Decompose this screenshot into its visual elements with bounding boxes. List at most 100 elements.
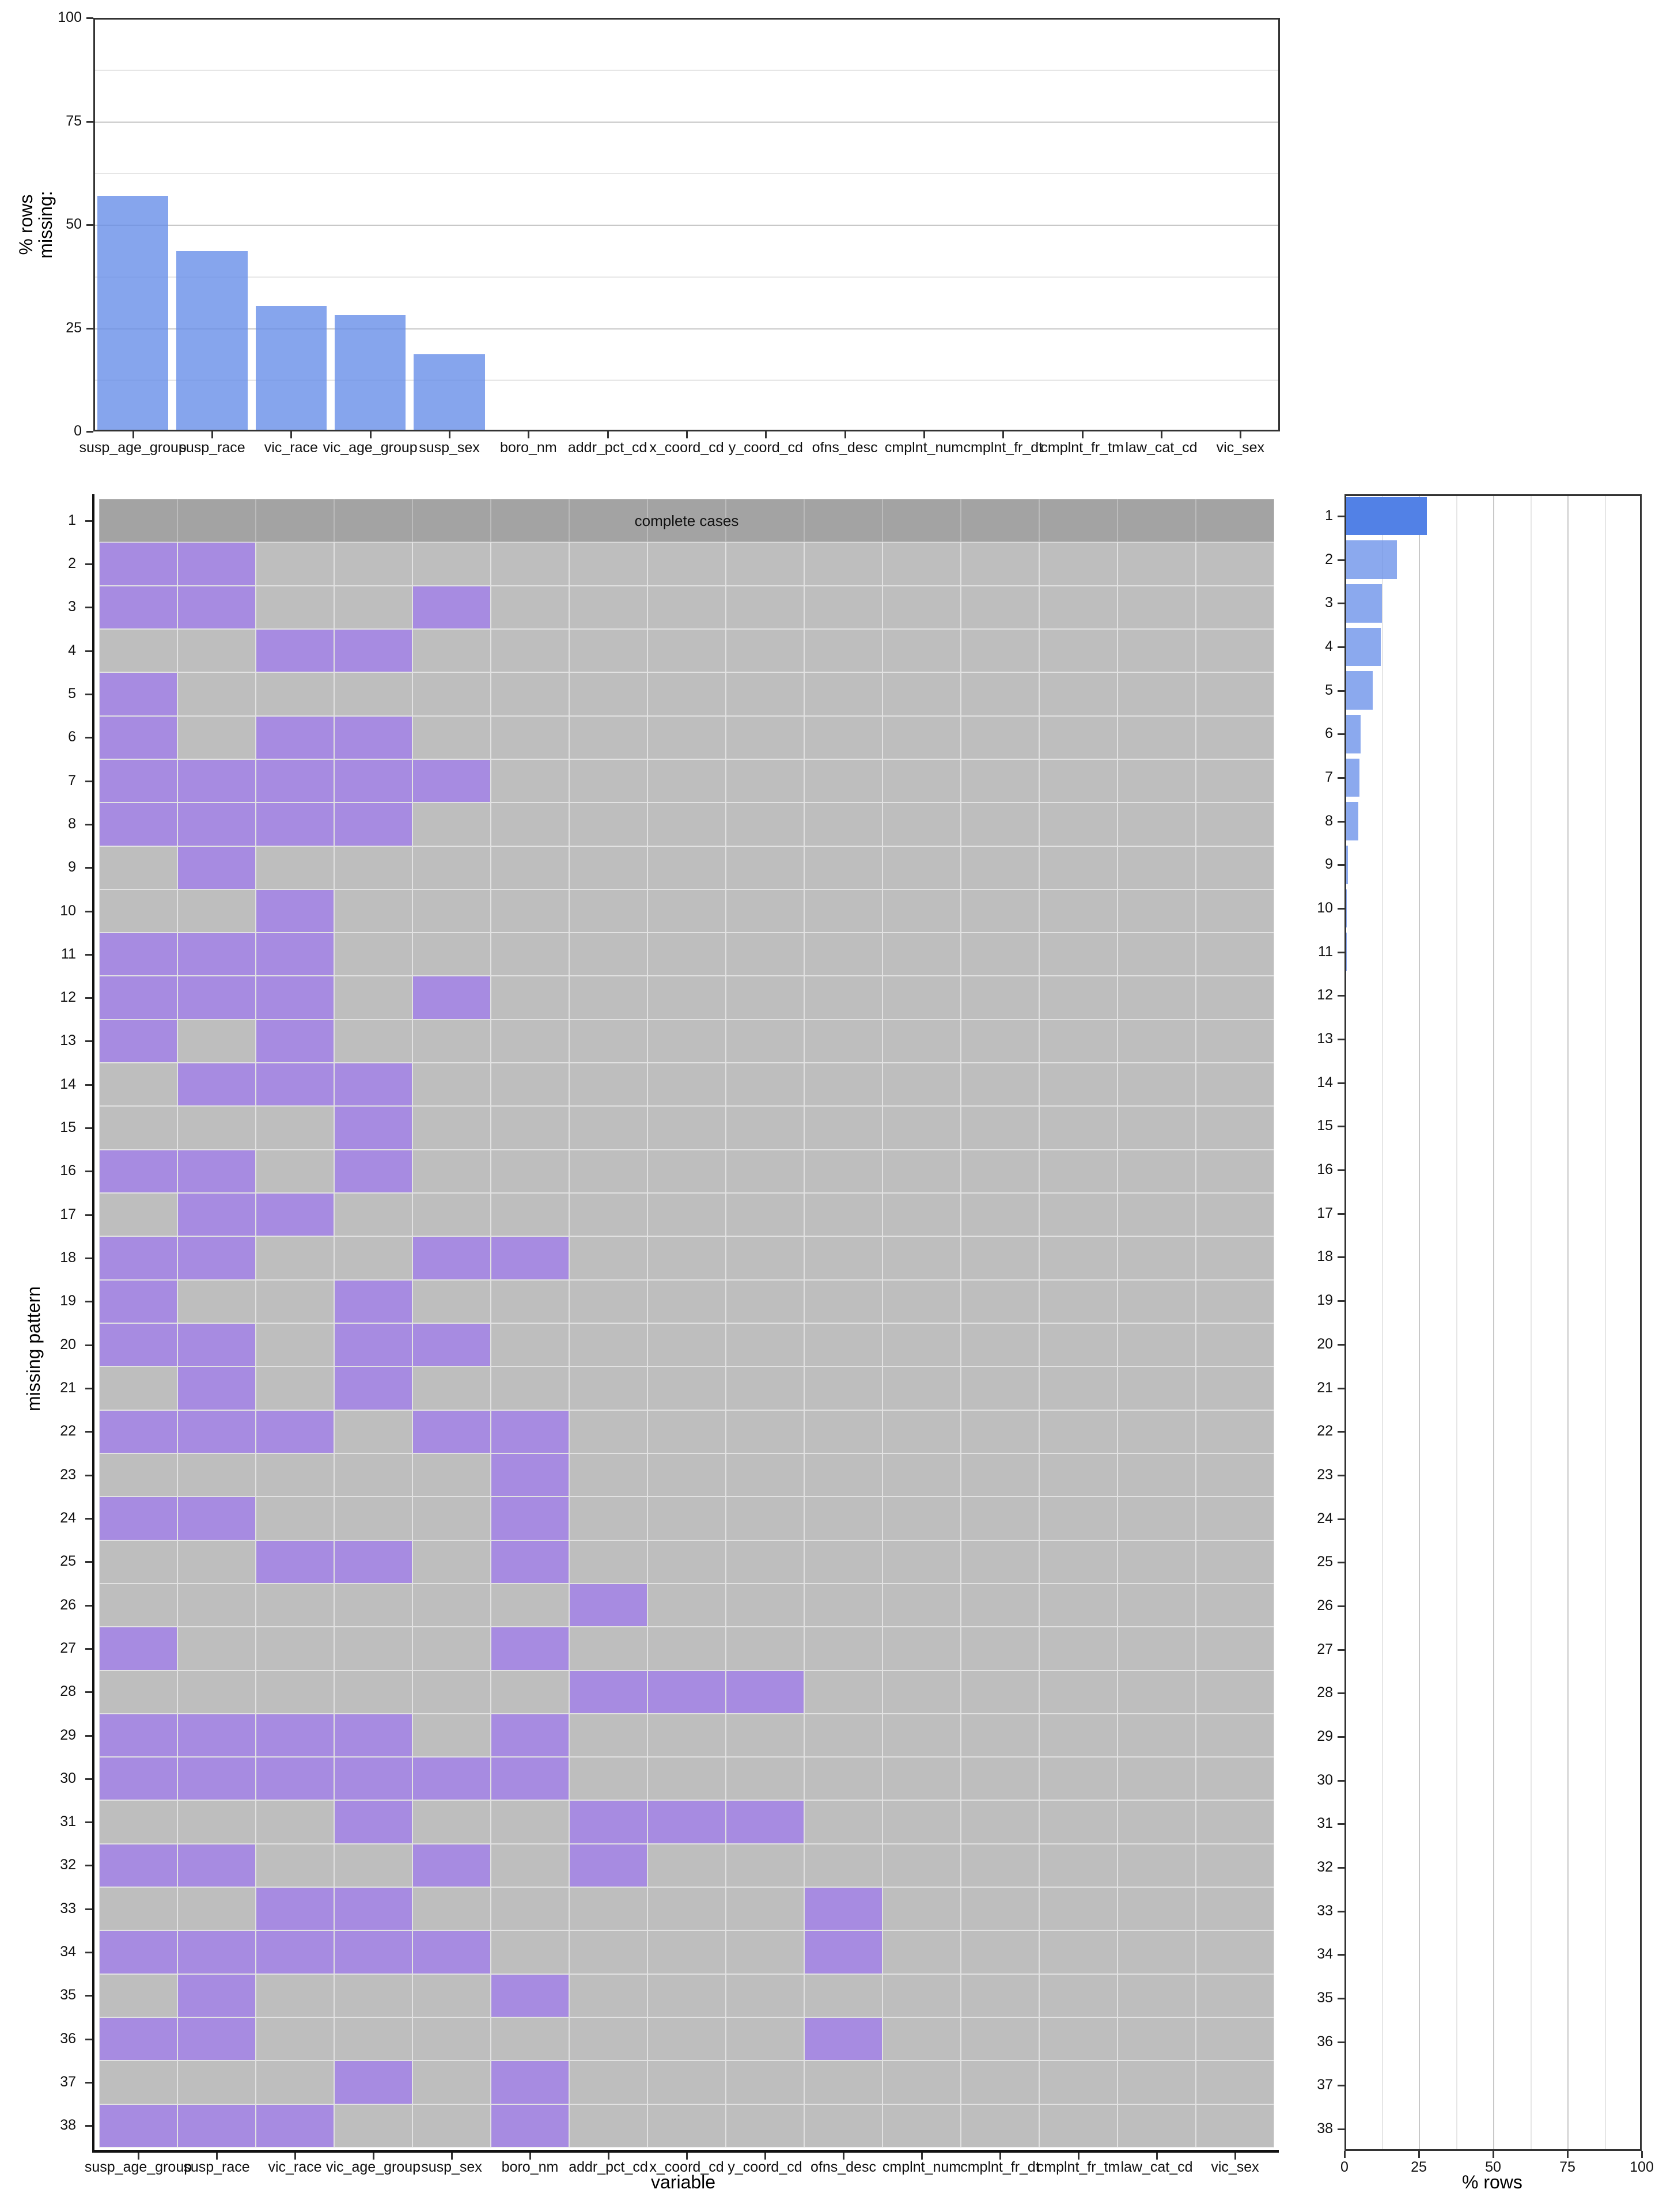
- observed-cell: [1039, 2061, 1118, 2104]
- right-xtick-mark: [1418, 2151, 1420, 2158]
- observed-cell: [334, 2104, 412, 2147]
- observed-cell: [1196, 1366, 1274, 1410]
- pattern-row-label: 8: [68, 815, 76, 832]
- missing-cell: [99, 542, 177, 586]
- pattern-row-tick: [85, 1604, 92, 1607]
- observed-cell: [177, 1670, 256, 1714]
- missing-cell: [412, 585, 491, 629]
- observed-cell: [1039, 759, 1118, 803]
- right-xtick-label: 100: [1630, 2159, 1654, 2175]
- observed-cell: [882, 2017, 961, 2061]
- observed-cell: [961, 1497, 1039, 1540]
- pattern-row-tick: [85, 823, 92, 825]
- missing-cell: [99, 1323, 177, 1367]
- matrix-xtick-mark: [373, 2153, 374, 2160]
- observed-cell: [412, 1453, 491, 1497]
- missing-cell: [647, 1800, 726, 1844]
- top-xtick-mark: [211, 431, 213, 438]
- top-xtick-mark: [290, 431, 293, 438]
- pattern-frequency-bar: [1344, 671, 1373, 710]
- observed-cell: [491, 889, 569, 933]
- observed-cell: [177, 499, 256, 543]
- observed-cell: [334, 542, 412, 586]
- right-gridline: [1567, 494, 1569, 2151]
- observed-cell: [882, 1670, 961, 1714]
- observed-cell: [726, 759, 804, 803]
- matrix-xtick-label: y_coord_cd: [728, 2159, 802, 2175]
- observed-cell: [334, 1974, 412, 2018]
- observed-cell: [882, 1974, 961, 2018]
- missing-cell: [334, 1887, 412, 1931]
- observed-cell: [804, 976, 882, 1020]
- top-xtick-label: susp_sex: [419, 440, 480, 456]
- right-ytick-mark: [1338, 1431, 1344, 1433]
- pattern-row-tick: [85, 563, 92, 565]
- right-ytick-label: 13: [1317, 1031, 1333, 1047]
- missing-cell: [256, 889, 334, 933]
- observed-cell: [412, 1540, 491, 1584]
- observed-cell: [412, 1583, 491, 1627]
- right-gridline: [1493, 494, 1494, 2151]
- right-ytick-label: 27: [1317, 1641, 1333, 1657]
- pattern-row-tick: [85, 650, 92, 652]
- right-ytick-mark: [1338, 2041, 1344, 2043]
- right-ytick-label: 19: [1317, 1292, 1333, 1309]
- observed-cell: [256, 499, 334, 543]
- observed-cell: [804, 1063, 882, 1107]
- observed-cell: [1196, 1843, 1274, 1888]
- observed-cell: [1039, 1366, 1118, 1410]
- observed-cell: [1039, 976, 1118, 1020]
- observed-cell: [1118, 1627, 1196, 1671]
- observed-cell: [1196, 1757, 1274, 1801]
- observed-cell: [491, 1279, 569, 1323]
- observed-cell: [961, 889, 1039, 933]
- observed-cell: [647, 1974, 726, 2018]
- matrix-x-axis-title: variable: [651, 2172, 716, 2192]
- missing-cell: [99, 1279, 177, 1323]
- observed-cell: [334, 1453, 412, 1497]
- top-gridline: [93, 121, 1280, 123]
- observed-cell: [569, 1540, 647, 1584]
- pattern-row-label: 34: [60, 1944, 76, 1960]
- observed-cell: [961, 846, 1039, 889]
- right-ytick-label: 18: [1317, 1248, 1333, 1265]
- missing-cell: [491, 2061, 569, 2104]
- observed-cell: [569, 1713, 647, 1758]
- observed-cell: [961, 628, 1039, 673]
- observed-cell: [334, 1583, 412, 1627]
- observed-cell: [256, 846, 334, 889]
- observed-cell: [882, 802, 961, 846]
- observed-cell: [1196, 672, 1274, 716]
- observed-cell: [491, 1323, 569, 1367]
- observed-cell: [256, 1670, 334, 1714]
- observed-cell: [334, 1497, 412, 1540]
- observed-cell: [647, 1757, 726, 1801]
- missing-cell: [99, 976, 177, 1020]
- observed-cell: [491, 499, 569, 543]
- missing-cell: [99, 1410, 177, 1453]
- right-ytick-mark: [1338, 515, 1344, 517]
- observed-cell: [961, 1757, 1039, 1801]
- right-ytick-label: 36: [1317, 2033, 1333, 2050]
- observed-cell: [99, 1063, 177, 1107]
- observed-cell: [569, 1279, 647, 1323]
- observed-cell: [412, 889, 491, 933]
- right-ytick-mark: [1338, 1998, 1344, 2000]
- matrix-xtick-label: vic_age_group: [325, 2159, 421, 2175]
- observed-cell: [1039, 1800, 1118, 1844]
- observed-cell: [1039, 672, 1118, 716]
- missing-cell: [256, 1757, 334, 1801]
- observed-cell: [882, 585, 961, 629]
- right-ytick-label: 24: [1317, 1510, 1333, 1527]
- missing-cell: [412, 1410, 491, 1453]
- right-ytick-mark: [1338, 1474, 1344, 1476]
- right-xtick-label: 0: [1340, 2159, 1349, 2175]
- observed-cell: [647, 1540, 726, 1584]
- observed-cell: [412, 542, 491, 586]
- observed-cell: [1039, 1236, 1118, 1280]
- observed-cell: [1039, 1019, 1118, 1063]
- observed-cell: [1196, 1410, 1274, 1453]
- observed-cell: [1196, 1930, 1274, 1974]
- top-xtick-label: cmplnt_fr_tm: [1040, 440, 1124, 456]
- observed-cell: [256, 672, 334, 716]
